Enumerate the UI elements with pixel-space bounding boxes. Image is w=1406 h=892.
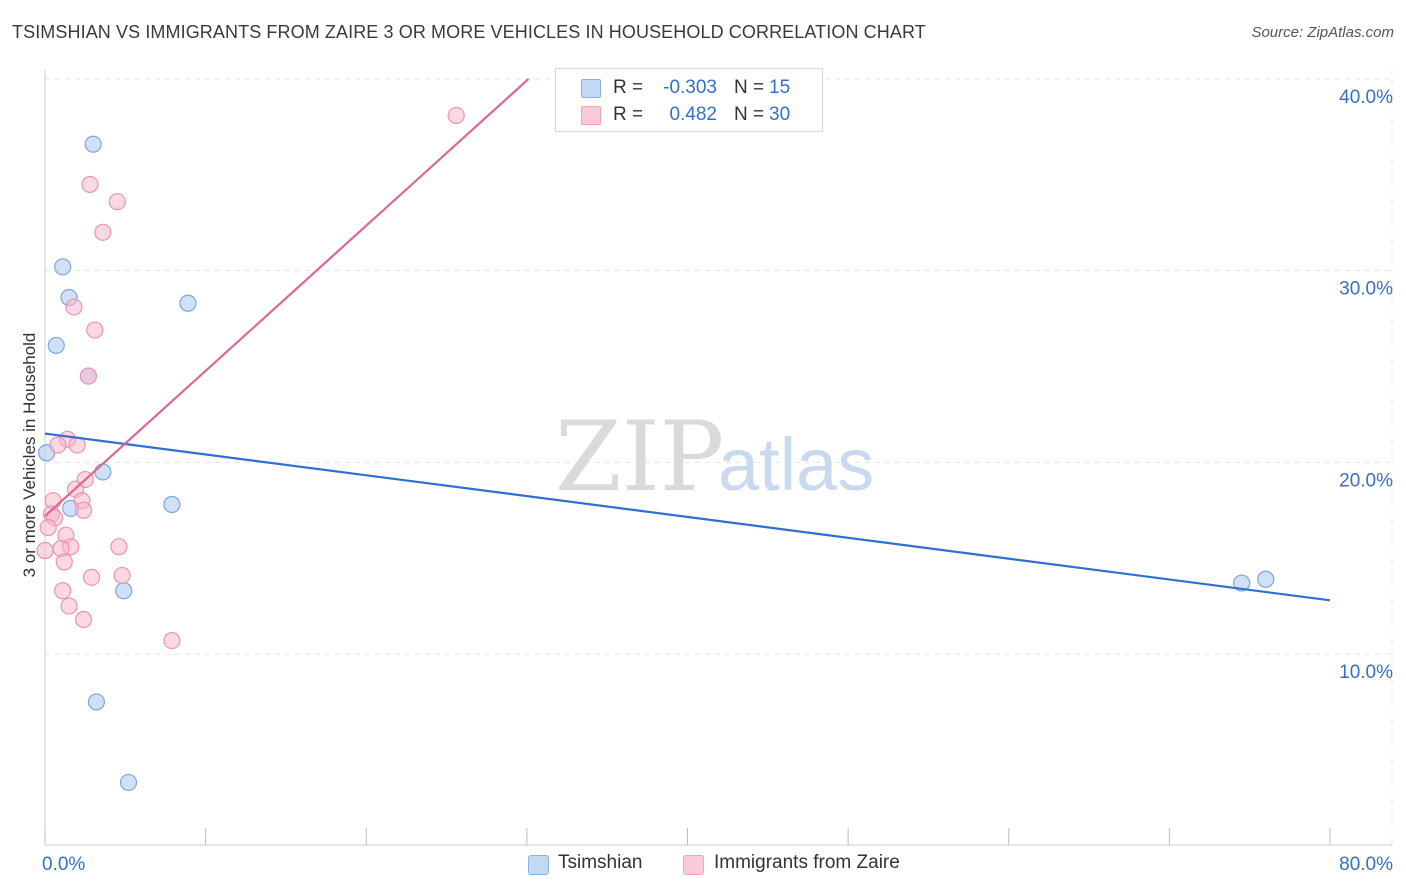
tsimshian-point <box>54 258 72 276</box>
correlation-legend: R = -0.303 N = 15 R = 0.482 N = 30 <box>555 68 823 132</box>
zaire-point <box>60 597 78 615</box>
r-label: R = <box>613 77 644 98</box>
watermark-zip: ZIP <box>555 401 724 513</box>
x-tick-label: 80.0% <box>1339 854 1393 875</box>
tsimshian-swatch <box>581 79 601 98</box>
tsimshian-point <box>1257 570 1275 588</box>
zaire-swatch <box>581 106 601 125</box>
zaire-point <box>79 367 97 385</box>
tsimshian-point <box>87 693 106 711</box>
legend-row-tsimshian: R = -0.303 N = 15 <box>556 75 822 101</box>
zaire-point <box>86 321 104 339</box>
zaire-point <box>108 193 126 211</box>
watermark-atlas: atlas <box>718 423 874 506</box>
zaire-point <box>74 610 93 629</box>
r-value: -0.303 <box>663 77 717 98</box>
watermark: ZIP atlas <box>555 401 874 513</box>
tsimshian-point <box>163 495 181 514</box>
source-label[interactable]: Source: ZipAtlas.com <box>1251 24 1394 41</box>
tsimshian-point <box>179 294 197 312</box>
tsimshian-point <box>1233 574 1251 592</box>
zaire-point <box>54 582 72 600</box>
tick-labels: 10.0% 20.0% 30.0% 40.0% 0.0% 80.0% <box>42 87 1393 875</box>
tsimshian-trend-line <box>44 432 1331 602</box>
tsimshian-point <box>115 582 133 600</box>
trend-lines <box>44 78 1331 602</box>
legend-row-zaire: R = 0.482 N = 30 <box>556 102 822 128</box>
y-tick-label: 10.0% <box>1339 662 1393 683</box>
n-value: 15 <box>769 77 791 98</box>
zaire-point <box>81 175 99 194</box>
zaire-trend-line <box>44 78 530 517</box>
legend-label: Tsimshian <box>558 852 643 873</box>
chart-title: TSIMSHIAN VS IMMIGRANTS FROM ZAIRE 3 OR … <box>12 22 926 42</box>
zaire-point <box>94 223 112 241</box>
zaire-point <box>36 541 54 560</box>
n-value: 30 <box>769 104 791 125</box>
tsimshian-point <box>94 463 112 481</box>
tsimshian-point <box>119 773 138 792</box>
zaire-point <box>447 106 465 125</box>
tsimshian-point <box>84 135 102 153</box>
zaire-point <box>39 518 57 537</box>
r-value: 0.482 <box>669 104 717 125</box>
zaire-point <box>163 631 181 650</box>
points <box>36 106 1275 792</box>
zaire-swatch <box>683 855 704 875</box>
tsimshian-point <box>47 336 65 355</box>
x-tick-label: 0.0% <box>42 854 85 875</box>
zaire-point <box>55 553 73 571</box>
zaire-point <box>65 298 83 316</box>
tsimshian-swatch <box>528 855 549 875</box>
r-label: R = <box>613 104 644 125</box>
zaire-point <box>113 566 131 585</box>
y-tick-label: 20.0% <box>1339 470 1393 491</box>
legend-label: Immigrants from Zaire <box>714 852 900 873</box>
zaire-point <box>74 501 93 519</box>
n-label: N = <box>734 104 765 125</box>
y-tick-label: 30.0% <box>1339 279 1393 300</box>
y-tick-label: 40.0% <box>1339 87 1393 108</box>
zaire-point <box>49 436 67 454</box>
n-label: N = <box>734 77 765 98</box>
zaire-point <box>110 538 128 556</box>
zaire-point <box>82 568 101 586</box>
